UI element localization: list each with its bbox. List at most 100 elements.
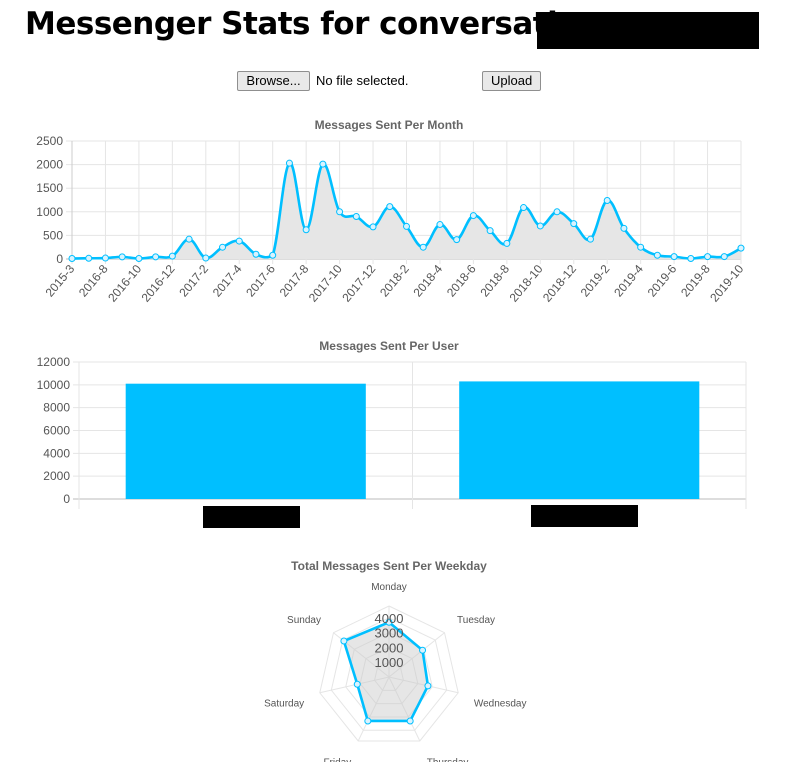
x-tick-label: 2016-12 — [139, 262, 178, 305]
data-point — [687, 255, 695, 263]
radial-tick-label: 4000 — [375, 611, 404, 626]
redacted-user-name-1 — [203, 506, 300, 528]
browse-button[interactable]: Browse... — [237, 71, 310, 91]
bar — [459, 381, 700, 499]
data-point — [285, 159, 293, 167]
radial-tick-label: 3000 — [375, 626, 404, 641]
category-label: Monday — [371, 582, 407, 593]
data-point — [453, 236, 461, 244]
x-tick-label: 2017-2 — [176, 262, 211, 300]
data-point — [419, 646, 427, 654]
data-point — [403, 222, 410, 230]
x-tick-label: 2017-6 — [243, 262, 278, 300]
y-tick-label: 10000 — [37, 378, 71, 392]
data-point — [603, 196, 611, 204]
data-point — [653, 251, 661, 259]
data-point — [353, 680, 361, 688]
y-tick-label: 0 — [56, 252, 63, 266]
chart-title: Messages Sent Per User — [319, 339, 459, 353]
data-point — [202, 254, 210, 262]
data-point — [85, 254, 93, 262]
series-area — [72, 162, 741, 259]
data-point — [252, 250, 260, 258]
data-point — [720, 253, 728, 261]
radar-grid — [374, 661, 404, 691]
x-tick-label: 2019-10 — [707, 262, 746, 305]
upload-form: Browse... No file selected. Upload — [237, 71, 557, 93]
x-tick-label: 2015-3 — [43, 262, 78, 300]
data-point — [118, 253, 126, 261]
radar-spoke — [388, 632, 445, 678]
y-tick-label: 2000 — [43, 469, 70, 483]
x-tick-label: 2017-10 — [306, 262, 345, 305]
data-point — [235, 237, 243, 245]
radar-spoke — [357, 676, 390, 742]
y-tick-label: 6000 — [43, 424, 70, 438]
data-point — [185, 235, 193, 243]
data-point — [503, 239, 511, 247]
data-point — [302, 226, 310, 234]
data-point — [68, 255, 76, 263]
data-point — [340, 637, 348, 645]
category-label: Wednesday — [474, 698, 527, 709]
category-label: Saturday — [264, 698, 304, 709]
x-tick-label: 2018-10 — [507, 262, 546, 305]
data-point — [737, 244, 745, 252]
x-tick-label: 2019-6 — [645, 262, 680, 300]
data-point — [385, 618, 393, 626]
data-point — [352, 213, 360, 221]
upload-button[interactable]: Upload — [482, 71, 541, 91]
x-tick-label: 2018-6 — [444, 262, 479, 300]
y-tick-label: 1000 — [36, 205, 63, 219]
y-tick-label: 8000 — [43, 401, 70, 415]
x-tick-label: 2018-4 — [410, 262, 445, 300]
data-point — [436, 221, 444, 229]
chart-title: Total Messages Sent Per Weekday — [291, 559, 487, 573]
data-point — [101, 254, 109, 262]
y-tick-label: 4000 — [43, 446, 70, 460]
data-point — [152, 253, 160, 261]
data-point — [704, 253, 712, 261]
radar-spoke — [388, 676, 459, 694]
x-tick-label: 2018-12 — [540, 262, 579, 305]
radar-grid — [319, 605, 459, 742]
data-point — [620, 224, 628, 232]
redacted-user-name-2 — [531, 505, 638, 527]
page-title: Messenger Stats for conversation: — [25, 6, 612, 42]
x-tick-label: 2016-10 — [105, 262, 144, 305]
y-tick-label: 500 — [43, 228, 63, 242]
data-point — [536, 222, 544, 230]
data-point — [419, 243, 427, 251]
data-point — [319, 160, 327, 168]
bar — [125, 383, 366, 499]
data-point — [637, 243, 645, 251]
data-point — [486, 227, 494, 235]
messages-per-user-chart: Messages Sent Per User 0 2000 4000 6000 8000… — [37, 339, 747, 509]
data-point — [570, 220, 578, 228]
radial-tick-label: 1000 — [375, 655, 404, 670]
data-point — [469, 212, 477, 220]
data-point — [364, 717, 372, 725]
y-tick-label: 0 — [63, 492, 70, 506]
data-point — [586, 235, 594, 243]
data-point — [168, 252, 176, 260]
category-label: Thursday — [427, 757, 469, 762]
file-status-text: No file selected. — [316, 73, 409, 88]
messages-per-weekday-chart: Total Messages Sent Per Weekday 10002000… — [264, 559, 527, 762]
radar-spoke — [388, 676, 421, 742]
data-point — [520, 204, 528, 212]
data-point — [424, 682, 432, 690]
x-tick-label: 2019-2 — [578, 262, 613, 300]
x-tick-label: 2017-12 — [339, 262, 378, 305]
data-point — [336, 208, 344, 216]
messages-per-month-chart: Messages Sent Per Month 0 500 1000 1500 2000… — [36, 118, 746, 305]
radar-grid — [330, 617, 448, 731]
x-tick-label: 2017-4 — [210, 262, 245, 300]
data-point — [386, 203, 394, 211]
data-point — [269, 251, 277, 259]
radar-grid — [359, 646, 419, 705]
y-tick-label: 1500 — [36, 181, 63, 195]
category-label: Sunday — [287, 615, 321, 626]
category-label: Friday — [323, 757, 351, 762]
x-tick-label: 2018-2 — [377, 262, 412, 300]
